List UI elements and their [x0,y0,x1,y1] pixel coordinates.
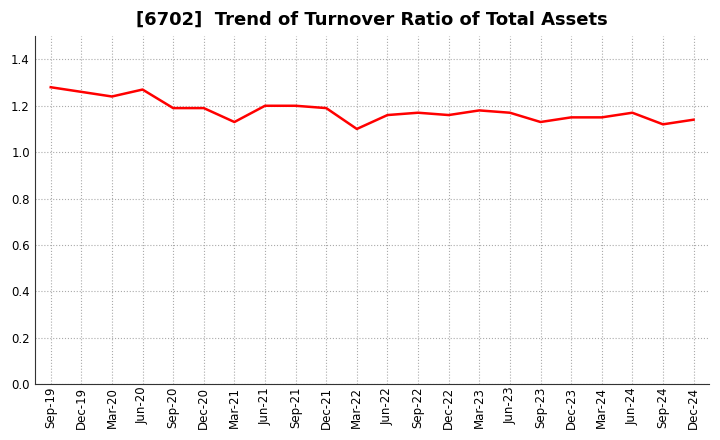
Title: [6702]  Trend of Turnover Ratio of Total Assets: [6702] Trend of Turnover Ratio of Total … [136,11,608,29]
